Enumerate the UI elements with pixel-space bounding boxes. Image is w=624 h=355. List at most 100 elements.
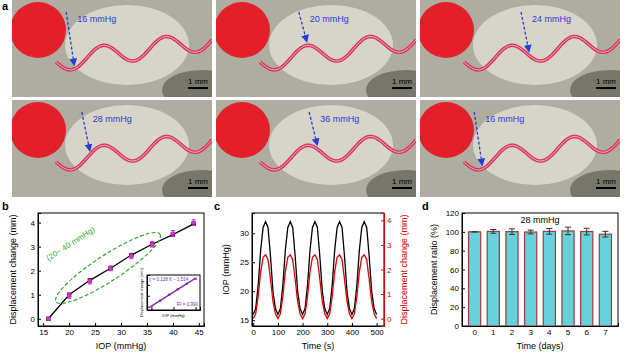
tick: 45: [195, 323, 204, 337]
annotation: y = 0.128 X − 1.514: [149, 277, 189, 282]
tick-label: 5: [566, 328, 571, 337]
tick-mark: [462, 307, 465, 308]
error-cap: [528, 230, 534, 231]
chart: 01234567020406080100120Time (days)Displa…: [422, 200, 619, 351]
tube-lumen: [56, 37, 212, 70]
scale-bar: [188, 187, 208, 189]
error-cap: [509, 228, 515, 229]
tick: 2: [381, 266, 392, 275]
error-cap: [171, 230, 175, 231]
x-axis-title: IOP (mmHg): [96, 341, 146, 351]
tick-label: 15: [240, 316, 249, 325]
tick: 30: [117, 323, 126, 337]
tick-label: 1: [387, 290, 392, 299]
tick: 3: [31, 243, 41, 252]
scale-bar-label: 1 mm: [596, 177, 616, 186]
axis: 01234: [381, 214, 392, 327]
bar: [487, 231, 499, 326]
error-bar: [490, 229, 496, 233]
tick-mark: [43, 323, 44, 326]
marker: [171, 231, 175, 235]
marker: [46, 317, 50, 321]
photo-shadow: [162, 170, 212, 197]
tick: 60: [450, 266, 465, 275]
error-bar: [472, 231, 478, 232]
axis-line: [463, 214, 466, 327]
marker: [88, 279, 92, 283]
marker: [46, 317, 50, 321]
tick-mark: [381, 245, 384, 246]
error-cap: [490, 229, 496, 230]
line: [253, 222, 376, 315]
error-bar: [509, 229, 515, 235]
tick-mark: [462, 232, 465, 233]
plot-frame: [38, 213, 204, 326]
tick: 1: [31, 291, 41, 300]
tick-mark: [199, 323, 200, 326]
marker: [150, 242, 154, 246]
error-line: [549, 229, 550, 235]
tick: [196, 307, 197, 310]
photo-shadow: [366, 70, 416, 97]
annotation: 28 mmHg: [520, 215, 559, 225]
tick-label: 20: [240, 287, 249, 296]
tick: 100: [272, 323, 286, 337]
tick: 20: [65, 323, 74, 337]
y-axis-title: IOP (mmHg): [221, 244, 231, 294]
tick-label: 3: [31, 243, 36, 252]
error-cap: [602, 237, 608, 238]
tick-label: 15: [39, 328, 48, 337]
x-axis-title: IOP (mmHg): [162, 313, 185, 318]
chart: 01002003004005001520253001234Time (s)IOP…: [214, 200, 409, 351]
bar: [506, 232, 518, 326]
error-bar: [46, 318, 50, 320]
tick: 20: [240, 287, 255, 296]
tick-mark: [147, 323, 148, 326]
tick: 500: [370, 323, 384, 337]
tube-lumen: [464, 137, 620, 170]
tick-label: 4: [547, 328, 552, 337]
axis-line: [39, 323, 205, 327]
tick: 35: [143, 323, 152, 337]
bar: [543, 231, 555, 326]
tick-label: 80: [450, 247, 459, 256]
error-line: [605, 231, 606, 237]
panel-label: a: [2, 0, 9, 12]
photo-shadow: [570, 170, 620, 197]
arrow: [474, 112, 482, 165]
tick-mark: [147, 296, 150, 297]
error-cap: [472, 231, 478, 232]
tick-mark: [278, 323, 279, 326]
tick-mark: [303, 323, 304, 326]
error-cap: [584, 234, 590, 235]
tube-lumen: [260, 37, 416, 70]
plot-frame: [252, 213, 384, 326]
tick-label: 300: [321, 328, 335, 337]
tick: 80: [450, 247, 465, 256]
pressure-label: 16 mmHg: [77, 14, 116, 24]
pressure-label: 20 mmHg: [310, 14, 349, 24]
tick-mark: [462, 213, 465, 214]
tick-mark: [253, 323, 254, 326]
chart: IOP (mmHg)Displacement change (mm)y = 0.…: [139, 267, 201, 318]
error-bar: [129, 254, 133, 259]
plot-area: [253, 222, 376, 319]
tick-mark: [252, 262, 255, 263]
y-axis-title: Displacement change (mm): [8, 214, 18, 324]
error-bar: [602, 231, 608, 237]
tick-mark: [121, 323, 122, 326]
error-cap: [546, 228, 552, 229]
tick-label: 400: [346, 328, 360, 337]
line: [253, 255, 376, 319]
tick-mark: [381, 319, 384, 320]
tick: 15: [240, 316, 255, 325]
tick: 3: [381, 241, 392, 250]
chart: 1520253035404501234IOP (mmHg)Displacemen…: [2, 200, 205, 351]
photo-lens: [269, 5, 393, 85]
tick-mark: [38, 319, 41, 320]
tick: 200: [296, 323, 310, 337]
eye-ball: [420, 2, 474, 58]
photo: 16 mmHg1 mm: [418, 100, 624, 210]
panel-label: c: [214, 200, 220, 212]
tube: [260, 137, 416, 170]
